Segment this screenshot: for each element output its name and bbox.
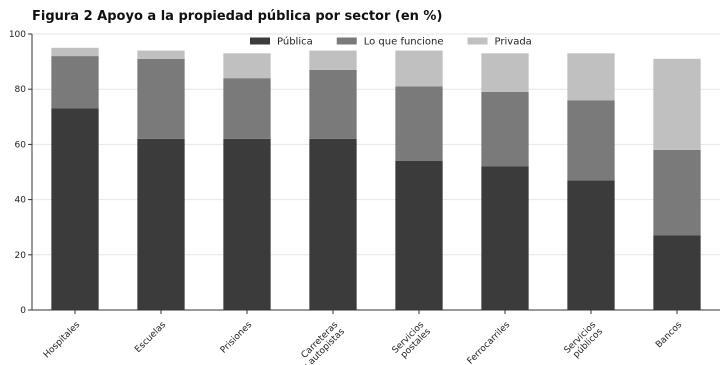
bar-segment-2	[223, 78, 271, 139]
bar-segment-3	[481, 53, 529, 92]
bar-segment-3	[309, 50, 357, 70]
y-tick-label: 20	[15, 251, 27, 261]
bar-segment-1	[223, 138, 271, 310]
x-tick-label: Serviciospostales	[391, 320, 434, 363]
x-tick-label-line: Hospitales	[42, 320, 82, 360]
bar-segment-3	[223, 53, 271, 79]
x-tick-label-line: Prisiones	[219, 320, 255, 356]
y-tick-label: 60	[15, 140, 27, 150]
bar-segment-1	[395, 160, 443, 310]
bar-segment-3	[395, 50, 443, 87]
y-tick-label: 100	[9, 30, 26, 40]
bar-segment-2	[309, 69, 357, 139]
legend-swatch	[250, 37, 270, 45]
bar-segment-2	[395, 86, 443, 161]
bar-segment-2	[653, 149, 701, 236]
x-tick-label: Serviciospúblicos	[563, 320, 606, 363]
x-tick-label: Bancos	[654, 320, 684, 350]
legend-swatch	[467, 37, 488, 45]
bar-segment-2	[567, 100, 615, 181]
y-tick-label: 80	[15, 85, 27, 95]
bar-segment-3	[653, 58, 701, 150]
bar-segment-1	[567, 180, 615, 310]
bar-segment-1	[481, 166, 529, 310]
legend-label: Pública	[277, 36, 313, 48]
bar-segment-2	[481, 91, 529, 167]
x-tick-label: Escuelas	[133, 320, 168, 355]
legend-swatch	[336, 37, 357, 45]
x-tick-label-line: Ferrocarriles	[466, 320, 513, 365]
legend-label: Lo que funcione	[364, 37, 444, 48]
x-tick-label: Ferrocarriles	[466, 320, 513, 365]
bar-segment-3	[137, 50, 185, 59]
bar-segment-1	[51, 108, 99, 311]
bar-segment-3	[51, 47, 99, 57]
bar-segment-2	[137, 58, 185, 139]
legend-label: Privada	[495, 37, 532, 48]
chart-title: Figura 2 Apoyo a la propiedad pública po…	[32, 9, 443, 24]
bar-segment-1	[653, 235, 701, 310]
x-tick-label: Carreterasy autopistas	[294, 320, 347, 365]
bar-segment-3	[567, 53, 615, 101]
x-tick-label: Hospitales	[42, 320, 82, 360]
bar-segment-1	[137, 138, 185, 310]
y-tick-label: 0	[20, 306, 26, 316]
y-tick-label: 40	[15, 196, 27, 206]
x-tick-label: Prisiones	[219, 320, 255, 356]
bar-segment-2	[51, 56, 99, 109]
bar-segment-1	[309, 138, 357, 310]
x-tick-label-line: Escuelas	[133, 320, 168, 355]
x-tick-label-line: Bancos	[654, 320, 684, 350]
